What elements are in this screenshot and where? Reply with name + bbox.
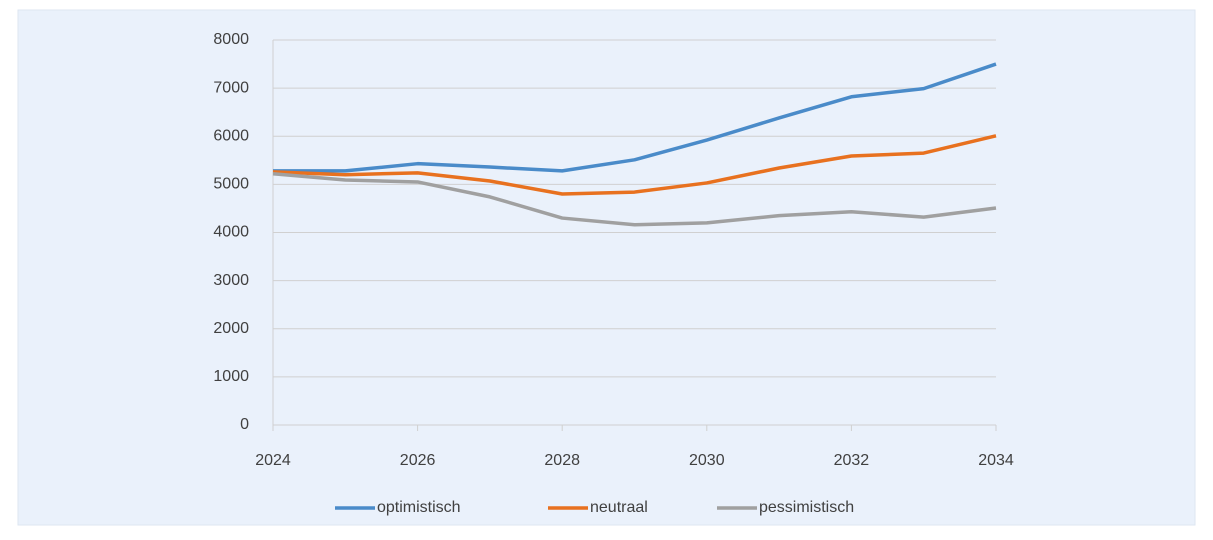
legend-label: pessimistisch	[759, 499, 854, 516]
y-tick-label: 4000	[213, 224, 249, 241]
chart-panel	[17, 9, 1196, 526]
y-tick-label: 8000	[213, 31, 249, 48]
series-line	[272, 134, 997, 196]
x-tick-label: 2034	[978, 452, 1014, 469]
series-line	[272, 172, 997, 227]
legend-label: neutraal	[590, 499, 648, 516]
y-tick-label: 3000	[213, 272, 249, 289]
x-tick-label: 2024	[255, 452, 291, 469]
x-tick-label: 2028	[544, 452, 580, 469]
x-tick-label: 2026	[400, 452, 436, 469]
y-tick-label: 1000	[213, 368, 249, 385]
y-tick-label: 2000	[213, 320, 249, 337]
y-tick-label: 6000	[213, 127, 249, 144]
series-line	[273, 62, 997, 173]
y-tick-label: 7000	[213, 79, 249, 96]
x-tick-label: 2030	[689, 452, 725, 469]
y-tick-label: 5000	[213, 176, 249, 193]
x-tick-label: 2032	[834, 452, 870, 469]
y-tick-label: 0	[240, 416, 249, 433]
legend-label: optimistisch	[377, 499, 461, 516]
